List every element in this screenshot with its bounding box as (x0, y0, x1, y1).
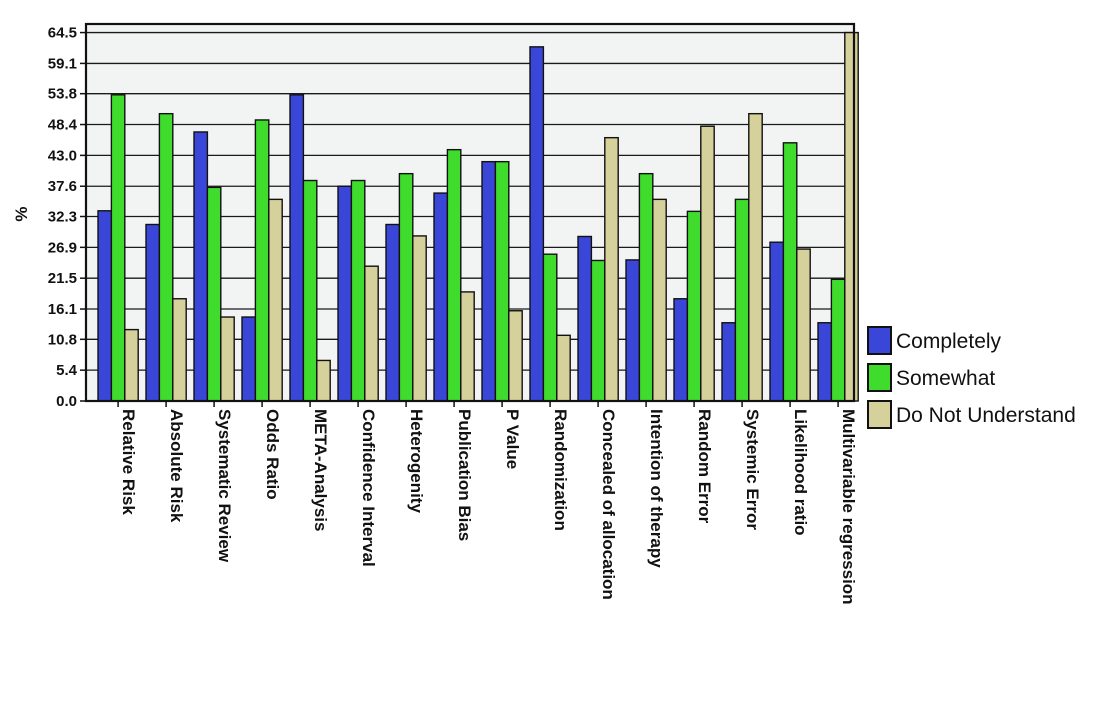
bar-do-not-understand (604, 136, 619, 402)
bar-do-not-understand (364, 265, 379, 402)
y-tick-label: 21.5 (48, 270, 77, 287)
bar-somewhat (686, 210, 702, 402)
bar-do-not-understand (412, 235, 427, 402)
x-category-label: META-Analysis (311, 409, 330, 532)
y-tick-label: 53.8 (48, 86, 77, 103)
bar-do-not-understand (796, 248, 811, 402)
y-tick-label: 26.9 (48, 239, 77, 256)
bar-do-not-understand (268, 198, 283, 402)
y-tick-label: 64.5 (48, 25, 77, 42)
bar-completely (433, 192, 449, 402)
bar-somewhat (830, 278, 846, 402)
bar-somewhat (782, 142, 798, 402)
plot-frame (84, 22, 856, 403)
legend-swatch-somewhat (867, 363, 892, 392)
bar-somewhat (590, 259, 606, 402)
legend-swatch-completely (867, 326, 892, 355)
bar-somewhat (158, 112, 174, 402)
y-tick-label: 32.3 (48, 208, 77, 225)
bar-completely (289, 94, 305, 402)
bar-somewhat (638, 172, 654, 402)
bar-completely (673, 298, 689, 402)
bar-somewhat (494, 160, 510, 402)
bar-somewhat (350, 179, 366, 402)
x-category-label: Relative Risk (119, 409, 138, 515)
bar-do-not-understand (508, 310, 523, 402)
bar-completely (97, 210, 113, 402)
bar-somewhat (206, 186, 222, 402)
bar-do-not-understand (556, 334, 571, 402)
x-category-label: Heterogenity (407, 409, 426, 513)
bar-somewhat (542, 253, 558, 402)
y-tick-label: 43.0 (48, 147, 77, 164)
x-category-label: Concealed of allocation (599, 409, 618, 600)
bar-completely (817, 322, 833, 402)
x-category-label: Systemic Error (743, 409, 762, 530)
bar-completely (481, 160, 497, 402)
x-category-label: Multivariable regression (839, 409, 858, 605)
y-axis-label: % (12, 206, 31, 221)
y-tick-label: 10.8 (48, 331, 77, 348)
bar-somewhat (110, 94, 126, 402)
bar-do-not-understand (460, 291, 475, 402)
bar-completely (385, 223, 401, 402)
bar-somewhat (398, 172, 414, 402)
bar-somewhat (446, 148, 462, 402)
x-category-label: Absolute Risk (167, 409, 186, 523)
y-tick-label: 59.1 (48, 55, 77, 72)
y-tick-label: 5.4 (56, 362, 78, 379)
y-tick-label: 16.1 (48, 301, 77, 318)
x-category-label: Intention of therapy (647, 409, 666, 568)
x-category-label: P Value (503, 409, 522, 469)
y-tick-label: 37.6 (48, 178, 77, 195)
bar-completely (529, 46, 545, 402)
x-category-label: Systematic Review (215, 409, 234, 563)
bar-do-not-understand (700, 125, 715, 402)
bar-somewhat (734, 198, 750, 402)
bar-do-not-understand (844, 31, 859, 402)
bar-completely (337, 185, 353, 402)
bar-do-not-understand (652, 198, 667, 402)
x-category-label: Publication Bias (455, 409, 474, 541)
bar-somewhat (254, 119, 270, 402)
bar-completely (145, 223, 161, 402)
x-category-label: Random Error (695, 409, 714, 524)
x-category-label: Confidence Interval (359, 409, 378, 567)
bar-completely (721, 322, 737, 402)
y-tick-label: 48.4 (48, 117, 78, 134)
legend-label: Completely (896, 330, 1002, 353)
bar-completely (577, 235, 593, 402)
bar-do-not-understand (172, 298, 187, 402)
bar-do-not-understand (316, 359, 331, 402)
legend-label: Somewhat (896, 367, 995, 390)
bar-completely (241, 316, 257, 402)
bar-completely (193, 131, 209, 402)
x-category-label: Likelihood ratio (791, 409, 810, 536)
bar-somewhat (302, 179, 318, 402)
legend-swatch-do-not-understand (867, 400, 892, 429)
y-tick-label: 0.0 (56, 393, 77, 410)
bar-completely (625, 259, 641, 402)
x-category-label: Odds Ratio (263, 409, 282, 500)
bar-completely (769, 241, 785, 402)
bar-do-not-understand (124, 328, 139, 402)
bar-do-not-understand (220, 316, 235, 402)
bar-do-not-understand (748, 112, 763, 402)
x-category-label: Randomization (551, 409, 570, 531)
legend-label: Do Not Understand (896, 404, 1076, 427)
